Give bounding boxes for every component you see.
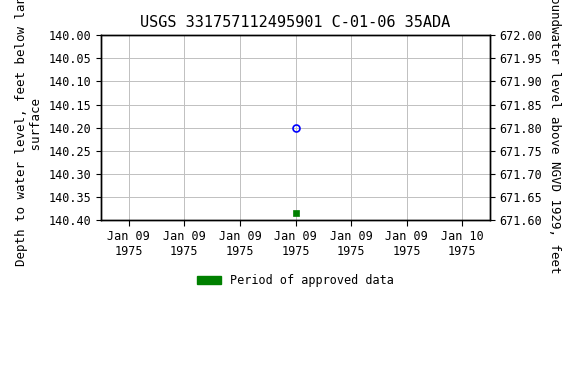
- Title: USGS 331757112495901 C-01-06 35ADA: USGS 331757112495901 C-01-06 35ADA: [141, 15, 450, 30]
- Y-axis label: Groundwater level above NGVD 1929, feet: Groundwater level above NGVD 1929, feet: [548, 0, 561, 274]
- Y-axis label: Depth to water level, feet below land
 surface: Depth to water level, feet below land su…: [15, 0, 43, 266]
- Legend: Period of approved data: Period of approved data: [192, 269, 399, 292]
